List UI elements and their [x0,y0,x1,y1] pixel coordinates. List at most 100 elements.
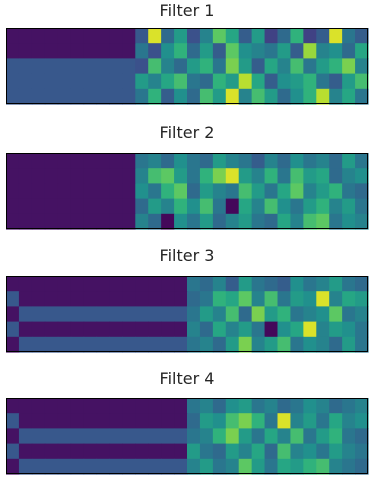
filter-2-cell-r4-c25 [329,213,343,230]
filter-4-cell-r3-c1 [18,443,33,460]
filter-2-cell-r3-c7 [96,198,111,215]
filter-4-cell-r0-c13 [174,398,188,414]
filter-4-cell-r2-c20 [264,428,279,445]
filter-1-cell-r4-c23 [303,88,317,105]
filter-1-cell-r3-c1 [18,73,33,90]
filter-2-frame [6,153,368,229]
filter-4-cell-r1-c1 [18,413,33,429]
filter-1-cell-r2-c5 [70,58,85,75]
filter-2-cell-r2-c23 [303,183,317,200]
filter-3-cell-r3-c10 [135,321,149,338]
filter-3-cell-r2-c12 [161,306,175,323]
filter-4-cell-r0-c11 [148,398,162,414]
filter-3-cell-r0-c8 [109,276,123,292]
filter-4-cell-r1-c10 [135,413,149,429]
filter-3-cell-r1-c9 [122,291,136,307]
filter-2-cell-r0-c1 [18,153,33,169]
filter-4-cell-r4-c14 [187,458,201,475]
filter-2-cell-r4-c19 [251,213,266,230]
filter-3-cell-r0-c18 [238,276,253,292]
filter-4-cell-r0-c8 [109,398,123,414]
filter-1-cell-r4-c25 [329,88,343,105]
filter-3-cell-r4-c8 [109,336,123,353]
filter-4-cell-r0-c20 [264,398,279,414]
filter-1-cell-r2-c21 [277,58,292,75]
filter-2-cell-r0-c26 [342,153,356,169]
filter-2-cell-r0-c18 [238,153,253,169]
filter-4-cell-r1-c2 [31,413,46,429]
filter-4-cell-r2-c27 [355,428,369,445]
filter-4-cell-r3-c14 [187,443,201,460]
filter-4-cell-r4-c25 [329,458,343,475]
filter-1-cell-r1-c15 [199,43,214,59]
filter-4-cell-r0-c22 [290,398,304,414]
filter-1-cell-r1-c11 [148,43,162,59]
filter-2-cell-r1-c9 [122,168,136,184]
filter-3-cell-r0-c5 [70,276,85,292]
filter-3-cell-r1-c24 [316,291,330,307]
filter-1-cell-r0-c15 [199,28,214,44]
filter-1-cell-r3-c10 [135,73,149,90]
filter-2-cell-r4-c7 [96,213,111,230]
filter-3-frame [6,276,368,352]
filter-2-cell-r1-c27 [355,168,369,184]
filter-2-cell-r3-c6 [83,198,98,215]
filter-4-cell-r3-c21 [277,443,292,460]
filter-2-cell-r0-c8 [109,153,123,169]
filter-4-cell-r1-c25 [329,413,343,429]
filter-4-cell-r0-c5 [70,398,85,414]
filter-4-cell-r4-c12 [161,458,175,475]
filter-2-cell-r4-c5 [70,213,85,230]
filter-2-cell-r1-c20 [264,168,279,184]
filter-4-cell-r0-c23 [303,398,317,414]
filter-3-cell-r1-c19 [251,291,266,307]
filter-3-cell-r1-c11 [148,291,162,307]
filter-3-cell-r3-c7 [96,321,111,338]
filter-2-cell-r2-c9 [122,183,136,200]
filter-1-cell-r3-c3 [44,73,59,90]
filter-3-cell-r0-c26 [342,276,356,292]
filter-1-cell-r4-c10 [135,88,149,105]
filter-3-cell-r4-c5 [70,336,85,353]
filter-2-cell-r2-c7 [96,183,111,200]
filter-1-cell-r2-c0 [6,58,20,75]
filter-4-cell-r3-c5 [70,443,85,460]
filter-2-cell-r3-c23 [303,198,317,215]
filter-3-cell-r0-c25 [329,276,343,292]
filter-4-cell-r2-c0 [6,428,20,445]
filter-1-cell-r3-c25 [329,73,343,90]
filter-3-cell-r3-c27 [355,321,369,338]
filter-1-frame [6,28,368,104]
filter-1-cell-r1-c26 [342,43,356,59]
filter-2-cell-r2-c14 [187,183,201,200]
filter-4-cell-r2-c24 [316,428,330,445]
filter-2-cell-r2-c21 [277,183,292,200]
filter-2-cell-r0-c16 [212,153,227,169]
filter-3-cell-r2-c1 [18,306,33,323]
filter-1-cell-r4-c2 [31,88,46,105]
filter-1-cell-r1-c8 [109,43,123,59]
filter-4-cell-r3-c17 [225,443,240,460]
filter-4-cell-r3-c11 [148,443,162,460]
filter-2-cell-r2-c15 [199,183,214,200]
filter-1-cell-r1-c0 [6,43,20,59]
filter-1-cell-r0-c11 [148,28,162,44]
filter-4-cell-r2-c7 [96,428,111,445]
filter-4-cell-r4-c10 [135,458,149,475]
filter-4-cell-r2-c14 [187,428,201,445]
filter-3-cell-r2-c19 [251,306,266,323]
filter-3-cell-r4-c1 [18,336,33,353]
filter-2-cell-r1-c25 [329,168,343,184]
filter-4-cell-r4-c17 [225,458,240,475]
filter-1-cell-r4-c12 [161,88,175,105]
filter-1-cell-r2-c11 [148,58,162,75]
filter-2-cell-r2-c3 [44,183,59,200]
filter-2-cell-r1-c22 [290,168,304,184]
filter-4-cell-r1-c21 [277,413,292,429]
filter-3-cell-r4-c18 [238,336,253,353]
filter-1-cell-r0-c23 [303,28,317,44]
filter-1-cell-r4-c18 [238,88,253,105]
filter-1-cell-r1-c14 [187,43,201,59]
filter-4-cell-r1-c14 [187,413,201,429]
filter-4-cell-r2-c8 [109,428,123,445]
